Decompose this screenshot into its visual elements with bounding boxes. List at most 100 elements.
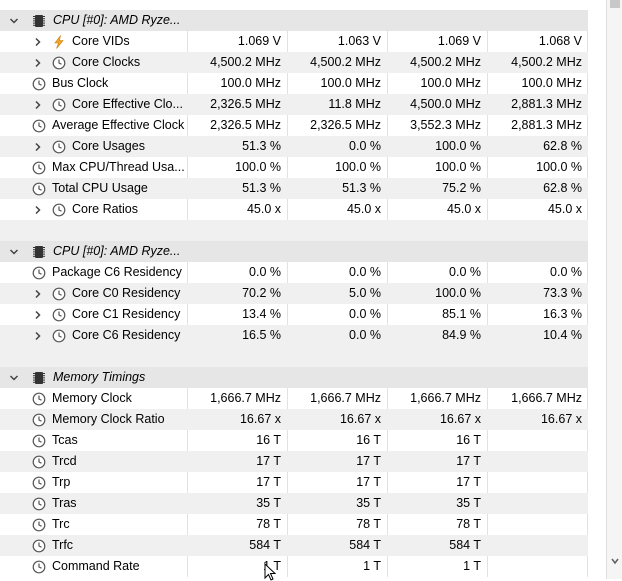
sensor-label-cell: Max CPU/Thread Usa... [0, 157, 187, 178]
sensor-label-cell: Total CPU Usage [0, 178, 187, 199]
clock-icon [32, 161, 46, 175]
sensor-value: 17 T [356, 475, 381, 489]
sensor-value: 2,881.3 MHz [511, 118, 582, 132]
sensor-value [487, 472, 588, 493]
sensor-row[interactable]: Core VIDs 1.069 V 1.063 V 1.069 V 1.068 V [0, 31, 588, 52]
collapse-chevron-icon[interactable] [7, 241, 21, 262]
sensor-label: Memory Clock Ratio [52, 412, 165, 426]
sensor-row[interactable]: Bus Clock 100.0 MHz 100.0 MHz 100.0 MHz 100.… [0, 73, 588, 94]
sensor-row[interactable]: Memory Clock 1,666.7 MHz 1,666.7 MHz 1,666.… [0, 388, 588, 409]
sensor-label: Core C1 Residency [72, 307, 181, 321]
sensor-row[interactable]: Memory Clock Ratio 16.67 x 16.67 x 16.67 x 1… [0, 409, 588, 430]
sensor-label: Command Rate [52, 559, 140, 573]
sensor-value: 17 T [456, 475, 481, 489]
sensor-value: 0.0 % [249, 265, 281, 279]
sensor-label-cell: Average Effective Clock [0, 115, 187, 136]
sensor-row[interactable]: Tras 35 T 35 T 35 T [0, 493, 588, 514]
sensor-value: 3,552.3 MHz [410, 118, 481, 132]
sensor-row[interactable]: Core C1 Residency 13.4 % 0.0 % 85.1 % 16.3 % [0, 304, 588, 325]
sensor-label: Core C0 Residency [72, 286, 181, 300]
section-spacer [0, 220, 588, 241]
scrollbar-thumb[interactable] [610, 0, 620, 8]
sensor-row[interactable]: Trcd 17 T 17 T 17 T [0, 451, 588, 472]
sensor-row[interactable]: Core C6 Residency 16.5 % 0.0 % 84.9 % 10.4 % [0, 325, 588, 346]
section-spacer [0, 346, 588, 367]
expand-chevron-icon[interactable] [31, 283, 45, 304]
sensor-value: 45.0 x [547, 202, 582, 216]
clock-icon [32, 476, 46, 490]
sensor-row[interactable]: Average Effective Clock 2,326.5 MHz 2,326.… [0, 115, 588, 136]
sensor-row[interactable]: Core Usages 51.3 % 0.0 % 100.0 % 62.8 % [0, 136, 588, 157]
sensor-value: 62.8 % [543, 139, 582, 153]
sensor-row[interactable]: Core Effective Clo... 2,326.5 MHz 11.8 MHz… [0, 94, 588, 115]
sensor-value: 1 T [363, 559, 381, 573]
sensor-row[interactable]: Trfc 584 T 584 T 584 T [0, 535, 588, 556]
sensor-label-cell: Memory Clock [0, 388, 187, 409]
expand-chevron-icon[interactable] [31, 304, 45, 325]
sensor-value: 100.0 % [435, 139, 481, 153]
vertical-scrollbar[interactable] [606, 0, 622, 579]
sensor-value: 10.4 % [543, 328, 582, 342]
section-header[interactable]: CPU [#0]: AMD Ryze... [0, 241, 588, 262]
clock-icon [32, 434, 46, 448]
expand-chevron-icon[interactable] [31, 136, 45, 157]
sensor-row[interactable]: Core C0 Residency 70.2 % 5.0 % 100.0 % 73.3 … [0, 283, 588, 304]
sensor-label: Trcd [52, 454, 77, 468]
sensor-value: 45.0 x [246, 202, 281, 216]
clock-icon [32, 77, 46, 91]
expand-chevron-icon[interactable] [31, 325, 45, 346]
sensor-row[interactable]: Package C6 Residency 0.0 % 0.0 % 0.0 % 0.0 % [0, 262, 588, 283]
expand-chevron-icon[interactable] [31, 199, 45, 220]
clock-icon [32, 392, 46, 406]
sensor-row[interactable]: Core Clocks 4,500.2 MHz 4,500.2 MHz 4,500.2… [0, 52, 588, 73]
section-title: CPU [#0]: AMD Ryze... [53, 13, 181, 27]
sensor-row[interactable]: Core Ratios 45.0 x 45.0 x 45.0 x 45.0 x [0, 199, 588, 220]
sensor-value: 584 T [449, 538, 481, 552]
sensor-value: 11.8 MHz [328, 97, 381, 111]
sensor-label-cell: Core C1 Residency [0, 304, 187, 325]
expand-chevron-icon[interactable] [31, 31, 45, 52]
sensor-row[interactable]: Trc 78 T 78 T 78 T [0, 514, 588, 535]
sensor-label: Tras [52, 496, 77, 510]
clock-icon [32, 539, 46, 553]
sensor-value: 0.0 % [349, 265, 381, 279]
sensor-value: 35 T [256, 496, 281, 510]
sensor-value: 16.67 x [540, 412, 582, 426]
sensor-value: 16.5 % [242, 328, 281, 342]
sensor-value: 4,500.2 MHz [210, 55, 281, 69]
clock-icon [52, 140, 66, 154]
sensor-label-cell: Trcd [0, 451, 187, 472]
section-header[interactable]: Memory Timings [0, 367, 588, 388]
sensor-label-cell: Core C6 Residency [0, 325, 187, 346]
sensor-value: 100.0 % [435, 286, 481, 300]
sensor-value: 1.069 V [437, 34, 481, 48]
section-header[interactable]: CPU [#0]: AMD Ryze... [0, 10, 588, 31]
collapse-chevron-icon[interactable] [7, 10, 21, 31]
clock-icon [52, 287, 66, 301]
scroll-down-arrow-icon[interactable] [610, 556, 620, 566]
sensor-label-cell: Core Ratios [0, 199, 187, 220]
sensor-value: 0.0 % [349, 139, 381, 153]
lightning-icon [54, 35, 64, 49]
sensor-value: 85.1 % [442, 307, 481, 321]
sensor-label-cell: Core C0 Residency [0, 283, 187, 304]
sensor-value: 45.0 x [446, 202, 481, 216]
sensor-value: 62.8 % [543, 181, 582, 195]
sensor-label: Package C6 Residency [52, 265, 182, 279]
sensor-label: Core VIDs [72, 34, 130, 48]
collapse-chevron-icon[interactable] [7, 367, 21, 388]
sensor-label: Core C6 Residency [72, 328, 181, 342]
sensor-value: 16.67 x [439, 412, 481, 426]
sensor-value: 16 T [356, 433, 381, 447]
sensor-row[interactable]: Max CPU/Thread Usa... 100.0 % 100.0 % 100.0… [0, 157, 588, 178]
sensor-row[interactable]: Trp 17 T 17 T 17 T [0, 472, 588, 493]
chip-icon [33, 246, 45, 258]
mouse-cursor-icon [264, 563, 277, 581]
sensor-label-cell: Trp [0, 472, 187, 493]
sensor-row[interactable]: Total CPU Usage 51.3 % 51.3 % 75.2 % 62.8 % [0, 178, 588, 199]
expand-chevron-icon[interactable] [31, 52, 45, 73]
sensor-row[interactable]: Tcas 16 T 16 T 16 T [0, 430, 588, 451]
expand-chevron-icon[interactable] [31, 94, 45, 115]
clock-icon [32, 182, 46, 196]
